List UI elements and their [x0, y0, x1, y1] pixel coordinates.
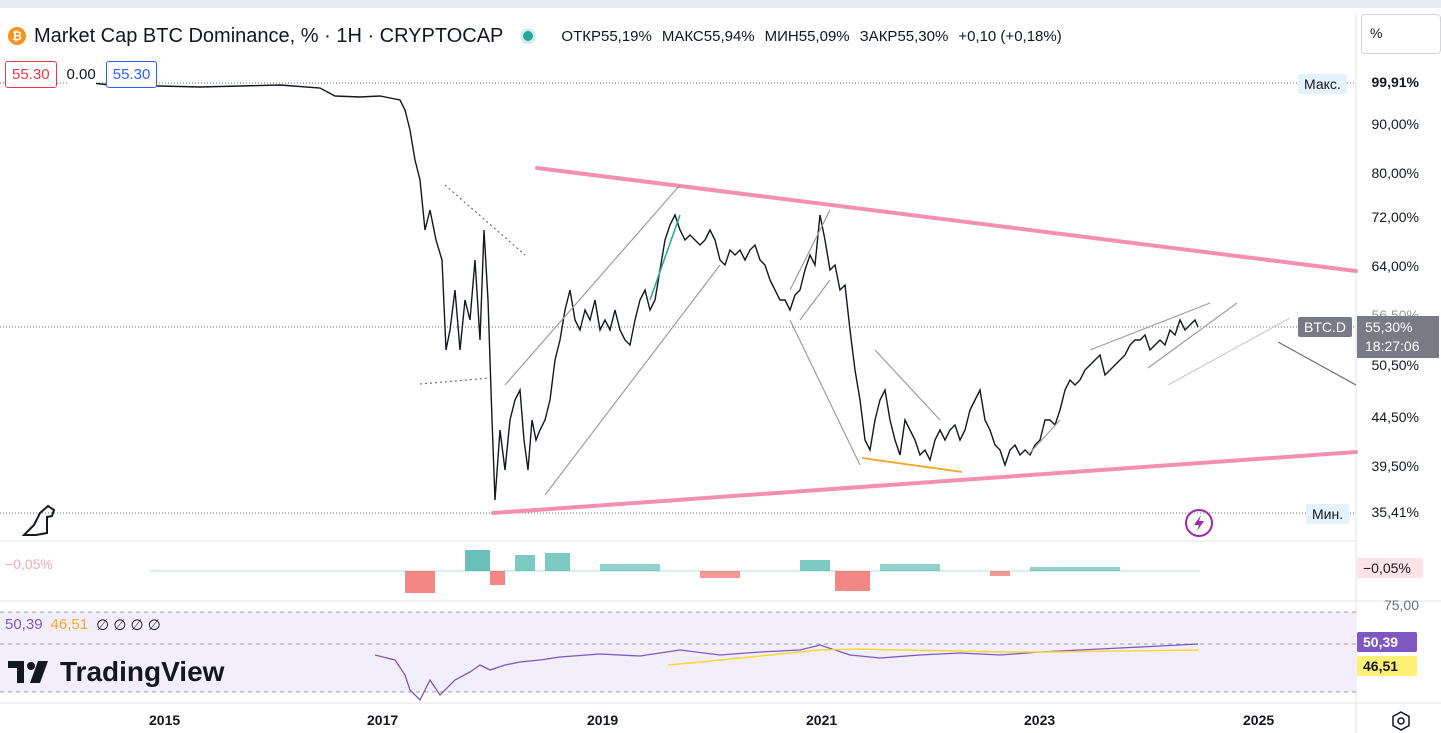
bar-countdown: 18:27:06 — [1365, 338, 1420, 354]
unit-selector[interactable]: % — [1361, 14, 1441, 54]
open-value: 55,19% — [600, 27, 652, 45]
tick-64: 64,00% — [1371, 258, 1419, 274]
tradingview-logo-text: TradingView — [60, 656, 225, 687]
gear-icon[interactable] — [1390, 710, 1412, 732]
low-label: МИН — [764, 27, 799, 45]
tick-72: 72,00% — [1371, 209, 1419, 225]
rsi-ma-legend-value: 46,51 — [50, 616, 89, 633]
dinosaur-icon[interactable] — [21, 504, 56, 536]
max-value: 99,91% — [1371, 74, 1419, 90]
min-value: 35,41% — [1371, 504, 1419, 520]
lower-trendline[interactable] — [491, 450, 1358, 515]
tick-90: 90,00% — [1371, 116, 1419, 132]
last-price-value: 55,30% — [1365, 319, 1413, 335]
last-price-tag: 55,30% 18:27:06 — [1357, 316, 1439, 358]
symbol-tag: BTC.D — [1298, 317, 1352, 337]
top-toolbar-strip — [0, 0, 1441, 8]
time-label-2023: 2023 — [1024, 712, 1056, 728]
rsi-legend: 50,39 46,51 ∅ ∅ ∅ ∅ — [5, 616, 161, 634]
rsi-axis-top: 75,00 — [1383, 597, 1419, 613]
rsi-ma-axis-tag: 46,51 — [1357, 656, 1417, 676]
time-label-2019: 2019 — [587, 712, 619, 728]
tick-39: 39,50% — [1371, 458, 1419, 474]
rsi-legend-value: 50,39 — [5, 616, 43, 633]
buy-price-button[interactable]: 55.30 — [105, 60, 158, 88]
rsi-ma-line — [667, 648, 1199, 666]
high-label: МАКС — [661, 27, 704, 45]
dominance-series — [81, 81, 1199, 501]
tick-44: 44,50% — [1371, 409, 1419, 425]
drawing-lines[interactable] — [419, 184, 1357, 496]
open-label: ОТКР — [561, 27, 601, 45]
rsi-band — [0, 612, 1356, 692]
ohlc-legend: ОТКР55,19% МАКС55,94% МИН55,09% ЗАКР55,3… — [561, 28, 1061, 45]
tick-80: 80,00% — [1371, 165, 1419, 181]
sell-price-button[interactable]: 55.30 — [5, 60, 57, 88]
tradingview-logo-icon — [8, 661, 48, 683]
bitcoin-icon: ₿ — [8, 27, 26, 45]
spread-value: 0.00 — [66, 61, 96, 87]
close-label: ЗАКР — [859, 27, 898, 45]
symbol-title[interactable]: Market Cap BTC Dominance, % · 1H · CRYPT… — [34, 24, 504, 47]
close-value: 55,30% — [897, 27, 949, 45]
low-value: 55,09% — [798, 27, 850, 45]
time-label-2015: 2015 — [149, 712, 181, 728]
trade-price-boxes: 55.30 0.00 55.30 — [5, 59, 158, 89]
market-status-icon[interactable] — [523, 31, 534, 41]
rsi-line — [374, 643, 1199, 702]
rsi-legend-empty: ∅ ∅ ∅ ∅ — [96, 617, 161, 634]
tick-50: 50,50% — [1371, 357, 1419, 373]
high-value: 55,94% — [703, 27, 755, 45]
symbol-header: ₿ Market Cap BTC Dominance, % · 1H · CRY… — [8, 24, 1062, 48]
tradingview-logo[interactable]: TradingView — [8, 656, 224, 688]
oscillator-axis-tag: −0,05% — [1357, 558, 1423, 578]
time-label-2025: 2025 — [1243, 712, 1275, 728]
min-label: Мин. — [1306, 504, 1350, 524]
rsi-axis-tag: 50,39 — [1357, 632, 1417, 652]
change-value: +0,10 (+0,18%) — [958, 27, 1062, 45]
lightning-icon[interactable] — [1185, 509, 1213, 537]
time-label-2021: 2021 — [806, 712, 838, 728]
upper-trendline[interactable] — [535, 166, 1358, 273]
max-label: Макс. — [1298, 74, 1347, 94]
oscillator-histogram — [150, 550, 1200, 593]
oscillator-value: −0,05% — [5, 556, 53, 572]
time-label-2017: 2017 — [367, 712, 399, 728]
